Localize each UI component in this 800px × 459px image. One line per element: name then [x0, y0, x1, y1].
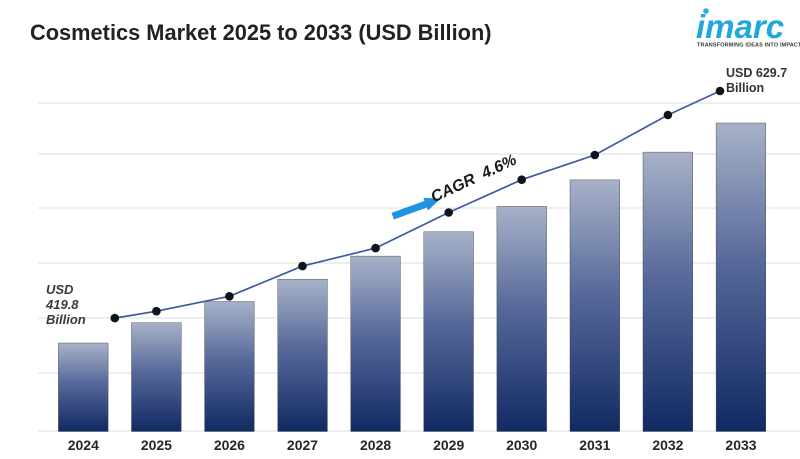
svg-text:TRANSFORMING IDEAS INTO IMPACT: TRANSFORMING IDEAS INTO IMPACT	[697, 43, 800, 49]
svg-text:imarc: imarc	[696, 8, 784, 45]
